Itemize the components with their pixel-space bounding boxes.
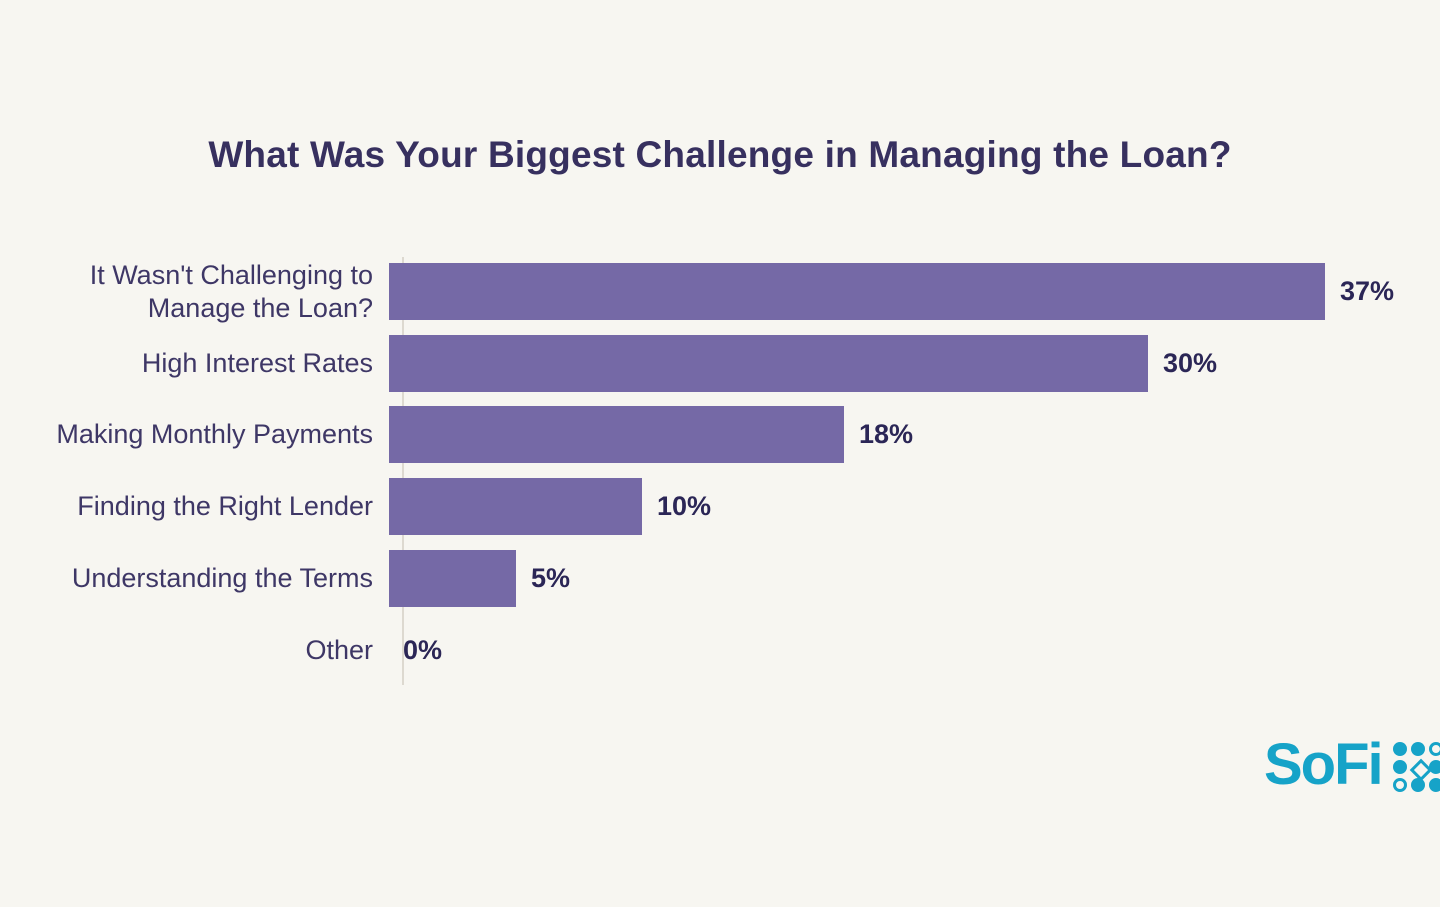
sofi-wordmark: SoFi [1264, 732, 1384, 797]
sofi-grid-ring-icon [1392, 778, 1407, 792]
value-label: 0% [403, 635, 443, 665]
bar-row: Making Monthly Payments 18% [0, 406, 1440, 463]
sofi-grid-dot-icon [1428, 778, 1440, 792]
value-label: 5% [531, 563, 571, 593]
bar-row: Finding the Right Lender 10% [0, 478, 1440, 535]
category-label: Understanding the Terms [71, 563, 373, 594]
sofi-grid-diamond-icon [1411, 760, 1425, 774]
bar-row: High Interest Rates 30% [0, 335, 1440, 392]
sofi-grid-dot-icon [1392, 760, 1407, 774]
sofi-grid-ring-icon [1428, 742, 1440, 756]
sofi-logo: SoFi ® [1264, 736, 1440, 794]
bar [389, 550, 516, 607]
sofi-grid-dot-icon [1410, 742, 1425, 756]
bar [389, 406, 844, 463]
sofi-grid-dot-icon [1428, 760, 1440, 774]
sofi-grid-dot-icon [1392, 742, 1407, 756]
bar [389, 335, 1148, 392]
chart-title: What Was Your Biggest Challenge in Manag… [208, 134, 1232, 175]
category-label: Other [305, 635, 373, 666]
value-label: 30% [1163, 348, 1218, 378]
bar [389, 263, 1325, 320]
bar-row: Other 0% [0, 622, 1440, 679]
bar-row: It Wasn't Challenging to Manage the Loan… [0, 260, 1440, 323]
category-label: It Wasn't Challenging to Manage the Loan… [89, 259, 373, 323]
sofi-grid-dot-icon [1410, 778, 1425, 792]
bar [389, 478, 642, 535]
category-label: Making Monthly Payments [56, 419, 373, 450]
category-label: High Interest Rates [141, 348, 373, 379]
value-label: 37% [1340, 276, 1395, 306]
y-axis-line [402, 257, 404, 685]
sofi-grid-icon: ® [1392, 742, 1440, 792]
bar-row: Understanding the Terms 5% [0, 550, 1440, 607]
value-label: 18% [859, 419, 914, 449]
value-label: 10% [657, 491, 712, 521]
category-label: Finding the Right Lender [77, 491, 373, 522]
